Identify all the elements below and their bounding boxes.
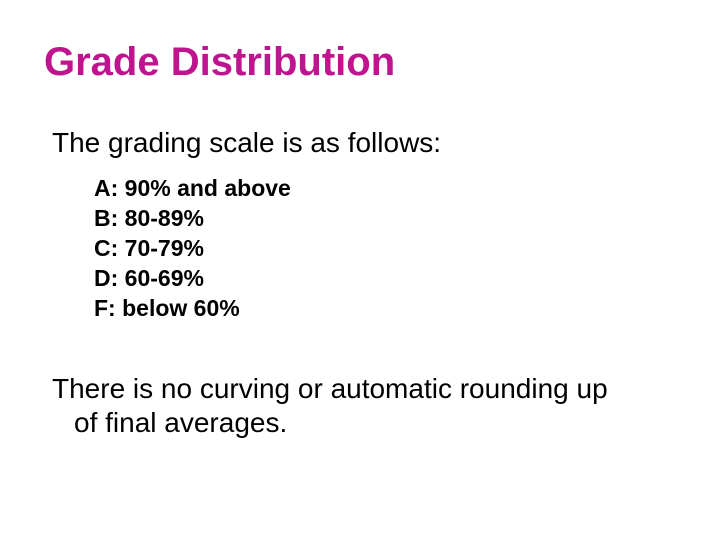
grade-c-item: C: 70-79% (94, 235, 204, 261)
closing-line-2: of final averages. (74, 407, 288, 438)
slide-title: Grade Distribution (44, 40, 396, 84)
grading-scale-list: A: 90% and above B: 80-89% C: 70-79% D: … (94, 173, 291, 323)
grade-b-item: B: 80-89% (94, 205, 204, 231)
grade-f-item: F: below 60% (94, 295, 240, 321)
grade-d-item: D: 60-69% (94, 265, 204, 291)
closing-line-1: There is no curving or automatic roundin… (52, 373, 608, 404)
grade-a-item: A: 90% and above (94, 175, 291, 201)
closing-text: There is no curving or automatic roundin… (52, 372, 702, 440)
intro-text: The grading scale is as follows: (52, 127, 442, 158)
